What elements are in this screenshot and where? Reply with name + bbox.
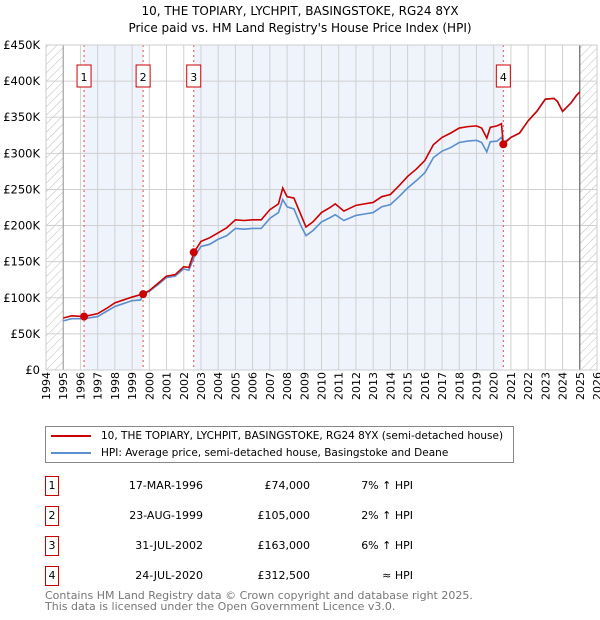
sale-date: 23-AUG-1999 xyxy=(129,509,203,522)
legend-swatch-property xyxy=(51,435,91,437)
x-tick-label: 2009 xyxy=(298,372,311,400)
x-tick-label: 2024 xyxy=(557,372,570,400)
x-tick-label: 1995 xyxy=(57,372,70,400)
x-tick-label: 2011 xyxy=(333,372,346,400)
sale-date: 24-JUL-2020 xyxy=(135,569,203,582)
sale-price: £312,500 xyxy=(257,569,311,582)
ownership-band xyxy=(84,45,144,370)
sale-hpi-diff: 2% ↑ HPI xyxy=(361,509,413,522)
x-tick-label: 2000 xyxy=(143,372,156,400)
sale-badge: 2 xyxy=(45,506,59,526)
x-tick-label: 1994 xyxy=(40,372,53,400)
x-tick-label: 2007 xyxy=(264,372,277,400)
sale-hpi-diff: 6% ↑ HPI xyxy=(361,539,413,552)
sale-price: £74,000 xyxy=(264,479,311,492)
y-tick-label: £0 xyxy=(25,363,40,377)
sale-date: 31-JUL-2002 xyxy=(135,539,203,552)
x-tick-label: 2021 xyxy=(505,372,518,400)
sale-marker-label: 1 xyxy=(81,71,88,84)
sale-marker-box xyxy=(135,64,151,88)
sale-point xyxy=(189,248,198,257)
sale-price: £105,000 xyxy=(257,509,311,522)
x-tick-label: 2008 xyxy=(281,372,294,400)
sale-marker-label: 4 xyxy=(500,71,507,84)
x-tick-label: 2018 xyxy=(453,372,466,400)
sale-marker-label: 3 xyxy=(190,71,197,84)
x-tick-label: 2003 xyxy=(195,372,208,400)
x-tick-label: 2001 xyxy=(161,372,174,400)
x-tick-label: 2016 xyxy=(419,372,432,400)
sale-row: 1 17-MAR-1996 £74,000 7% ↑ HPI xyxy=(45,476,545,496)
footer-line-1: Contains HM Land Registry data © Crown c… xyxy=(45,589,473,602)
y-tick-label: £200K xyxy=(3,219,40,233)
x-tick-label: 2015 xyxy=(402,372,415,400)
x-tick-label: 1999 xyxy=(126,372,139,400)
x-tick-label: 2010 xyxy=(316,372,329,400)
sale-badge: 3 xyxy=(45,536,59,556)
y-tick-label: £250K xyxy=(3,182,40,196)
y-tick-label: £450K xyxy=(3,38,40,52)
x-tick-label: 2026 xyxy=(591,372,600,400)
y-tick-label: £400K xyxy=(3,74,40,88)
legend-label-property: 10, THE TOPIARY, LYCHPIT, BASINGSTOKE, R… xyxy=(101,430,504,442)
sale-price: £163,000 xyxy=(257,539,311,552)
x-tick-label: 1997 xyxy=(92,372,105,400)
x-tick-label: 2019 xyxy=(470,372,483,400)
chart-title: 10, THE TOPIARY, LYCHPIT, BASINGSTOKE, R… xyxy=(141,4,459,18)
legend-label-hpi: HPI: Average price, semi-detached house,… xyxy=(101,447,449,459)
footer-line-2: This data is licensed under the Open Gov… xyxy=(45,600,396,613)
legend-swatch-hpi xyxy=(51,452,91,454)
sale-badge: 4 xyxy=(45,566,59,586)
sale-row: 2 23-AUG-1999 £105,000 2% ↑ HPI xyxy=(45,506,545,526)
x-tick-label: 2022 xyxy=(522,372,535,400)
sale-point xyxy=(139,290,148,299)
x-tick-label: 2025 xyxy=(574,372,587,400)
chart-subtitle: Price paid vs. HM Land Registry's House … xyxy=(128,21,472,35)
hatched-region-before-data xyxy=(46,45,64,370)
x-tick-label: 2005 xyxy=(229,372,242,400)
sale-hpi-diff: ≈ HPI xyxy=(382,569,413,582)
sale-point xyxy=(80,312,89,321)
x-tick-label: 2004 xyxy=(212,372,225,400)
sale-marker-box xyxy=(186,64,202,88)
plot-border xyxy=(45,44,598,371)
hatched-region-after-data xyxy=(579,45,597,370)
x-tick-label: 2006 xyxy=(247,372,260,400)
footer: Contains HM Land Registry data © Crown c… xyxy=(45,590,473,612)
sale-marker-label: 2 xyxy=(140,71,147,84)
sale-hpi-diff: 7% ↑ HPI xyxy=(361,479,413,492)
sale-date: 17-MAR-1996 xyxy=(128,479,203,492)
x-tick-label: 2014 xyxy=(384,372,397,400)
y-tick-label: £350K xyxy=(3,110,40,124)
x-tick-label: 2020 xyxy=(488,372,501,400)
y-tick-label: £50K xyxy=(11,327,41,341)
legend: 10, THE TOPIARY, LYCHPIT, BASINGSTOKE, R… xyxy=(45,426,514,463)
x-tick-label: 2012 xyxy=(350,372,363,400)
ownership-band xyxy=(193,45,504,370)
x-tick-label: 2023 xyxy=(539,372,552,400)
y-tick-label: £300K xyxy=(3,146,40,160)
sale-marker-box xyxy=(76,64,92,88)
x-tick-label: 2013 xyxy=(367,372,380,400)
x-tick-label: 2017 xyxy=(436,372,449,400)
x-tick-label: 2002 xyxy=(178,372,191,400)
sale-badge: 1 xyxy=(45,476,59,496)
plot-area: 1 2 3 4 1994 1995 1996 1997 1998 1999 2000 2001 2002… xyxy=(3,38,600,400)
y-tick-label: £150K xyxy=(3,255,40,269)
sale-row: 4 24-JUL-2020 £312,500 ≈ HPI xyxy=(45,566,545,586)
sale-point xyxy=(499,140,508,149)
sale-row: 3 31-JUL-2002 £163,000 6% ↑ HPI xyxy=(45,536,545,556)
y-tick-label: £100K xyxy=(3,291,40,305)
x-tick-label: 1996 xyxy=(74,372,87,400)
x-tick-label: 1998 xyxy=(109,372,122,400)
sale-marker-box xyxy=(495,64,511,88)
